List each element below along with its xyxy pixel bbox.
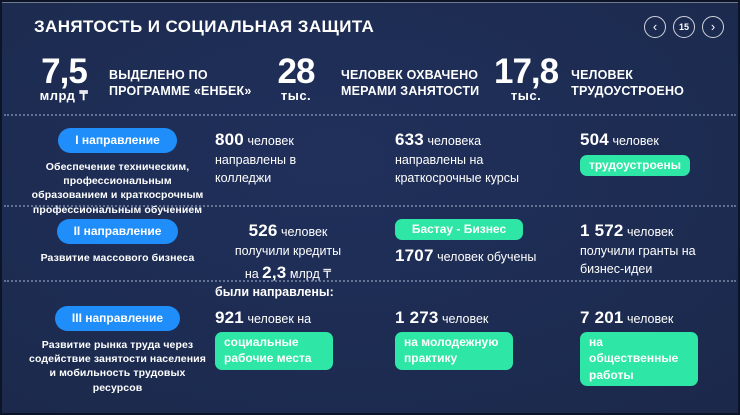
stat-number: 1 572 (580, 221, 624, 240)
stat-number: 1707 (395, 246, 434, 266)
stat-line: получили кредиты (234, 244, 342, 259)
direction-3-header: III направление Развитие рынка труда чер… (20, 306, 215, 413)
stat-line: 1 273 человек (395, 306, 568, 330)
kpi-number-block: 28 тыс. (264, 52, 328, 104)
dotted-divider (4, 280, 736, 282)
next-slide-button[interactable]: › (702, 16, 724, 38)
stat-line: 526 человек (215, 219, 361, 243)
stat-number: 526 (248, 221, 278, 240)
stat-employed: 504 человек трудоустроены (580, 128, 732, 217)
dotted-divider (4, 205, 736, 207)
stat-line: 504 человек (580, 128, 720, 152)
stat-text: человек на (247, 312, 312, 326)
kpi-value: 17,8 (494, 52, 559, 91)
stat-number: 800 (215, 130, 244, 149)
kpi-value: 7,5 (41, 52, 88, 91)
destination-badge: на общественные работы (580, 332, 698, 386)
page-title: ЗАНЯТОСТЬ И СОЦИАЛЬНАЯ ЗАЩИТА (34, 17, 375, 36)
stat-number: 7 201 (580, 308, 624, 327)
stat-social-jobs: 921 человек на социальные рабочие места (215, 306, 395, 413)
stat-number: 633 (395, 130, 424, 149)
direction-3-pill: III направление (54, 306, 181, 331)
stat-colleges: 800 человек направлены в колледжи (215, 128, 347, 217)
kpi-unit: млрд ₸ (39, 88, 89, 104)
kpi-unit: тыс. (510, 88, 542, 104)
destination-badge: на молодежную практику (395, 332, 513, 370)
dotted-divider (4, 114, 736, 116)
stat-text: на (244, 266, 259, 281)
chevron-right-icon: › (710, 18, 716, 34)
direction-1-pill: I направление (58, 128, 177, 153)
kpi-number-block: 7,5 млрд ₸ (32, 52, 96, 104)
stat-credits: 526 человек получили кредиты на 2,3 млрд… (215, 219, 373, 285)
stat-number: 1 273 (395, 308, 439, 327)
kpi-label: ЧЕЛОВЕК ОХВАЧЕНО МЕРАМИ ЗАНЯТОСТИ (341, 68, 480, 99)
direction-1-description: Обеспечение техническим, профессиональны… (31, 161, 204, 216)
direction-3-description: Развитие рынка труда через содействие за… (29, 339, 206, 394)
kpi-number-block: 17,8 тыс. (494, 52, 559, 104)
slide-navigation: ‹ 15 › (644, 16, 724, 38)
direction-2-pill: II направление (56, 219, 179, 244)
stat-number: 921 (215, 308, 244, 327)
kpi-unit: тыс. (280, 88, 312, 104)
slide-header: ЗАНЯТОСТЬ И СОЦИАЛЬНАЯ ЗАЩИТА ‹ 15 › (2, 2, 738, 48)
stat-text: человек направлены в колледжи (215, 134, 297, 185)
page-number-indicator[interactable]: 15 (673, 16, 695, 38)
stat-line: 1707 человек обучены (395, 244, 568, 268)
stat-text: человек (281, 225, 328, 239)
kpi-people-covered: 28 тыс. ЧЕЛОВЕК ОХВАЧЕНО МЕРАМИ ЗАНЯТОСТ… (264, 52, 494, 114)
section-direction-2: II направление Развитие массового бизнес… (2, 207, 738, 282)
stat-line: на 2,3 млрд ₸ (215, 261, 361, 285)
kpi-value: 28 (277, 52, 316, 91)
stat-number: 2,3 (262, 262, 287, 282)
kpi-label: ВЫДЕЛЕНО ПО ПРОГРАММЕ «ЕНБЕК» (109, 68, 252, 99)
program-badge: Бастау - Бизнес (395, 219, 523, 241)
section-direction-1: I направление Обеспечение техническим, п… (2, 116, 738, 216)
status-badge: трудоустроены (580, 155, 690, 177)
kpi-funds-allocated: 7,5 млрд ₸ ВЫДЕЛЕНО ПО ПРОГРАММЕ «ЕНБЕК» (32, 52, 264, 114)
kpi-label: ЧЕЛОВЕК ТРУДОУСТРОЕНО (571, 68, 685, 99)
direction-2-header: II направление Развитие массового бизнес… (20, 219, 215, 285)
stat-text: человек (442, 312, 489, 326)
direction-2-description: Развитие массового бизнеса (40, 252, 195, 264)
stat-bastau-business: Бастау - Бизнес 1707 человек обучены (395, 219, 580, 285)
section-note: были направлены: (215, 285, 334, 299)
direction-1-header: I направление Обеспечение техническим, п… (20, 128, 215, 217)
stat-text: человек получили гранты на бизнес-идеи (580, 225, 696, 276)
stat-text: млрд ₸ (289, 266, 332, 281)
kpi-people-employed: 17,8 тыс. ЧЕЛОВЕК ТРУДОУСТРОЕНО (494, 52, 738, 114)
stat-line: 7 201 человек (580, 306, 720, 330)
stat-text: человека направлены на краткосрочные кур… (395, 134, 519, 185)
stat-youth-practice: 1 273 человек на молодежную практику (395, 306, 580, 413)
stat-text: человек (612, 134, 659, 148)
stat-line: 921 человек на (215, 306, 383, 330)
chevron-left-icon: ‹ (652, 18, 658, 34)
stat-public-works: 7 201 человек на общественные работы (580, 306, 732, 413)
stat-text: человек обучены (437, 250, 537, 265)
stat-grants: 1 572 человек получили гранты на бизнес-… (580, 219, 728, 285)
destination-badge: социальные рабочие места (215, 332, 333, 370)
stat-number: 504 (580, 130, 609, 149)
stat-text: человек (627, 312, 674, 326)
stat-short-courses: 633 человека направлены на краткосрочные… (395, 128, 553, 217)
kpi-row: 7,5 млрд ₸ ВЫДЕЛЕНО ПО ПРОГРАММЕ «ЕНБЕК»… (2, 48, 738, 114)
prev-slide-button[interactable]: ‹ (644, 16, 666, 38)
section-direction-3: были направлены: III направление Развити… (2, 282, 738, 413)
